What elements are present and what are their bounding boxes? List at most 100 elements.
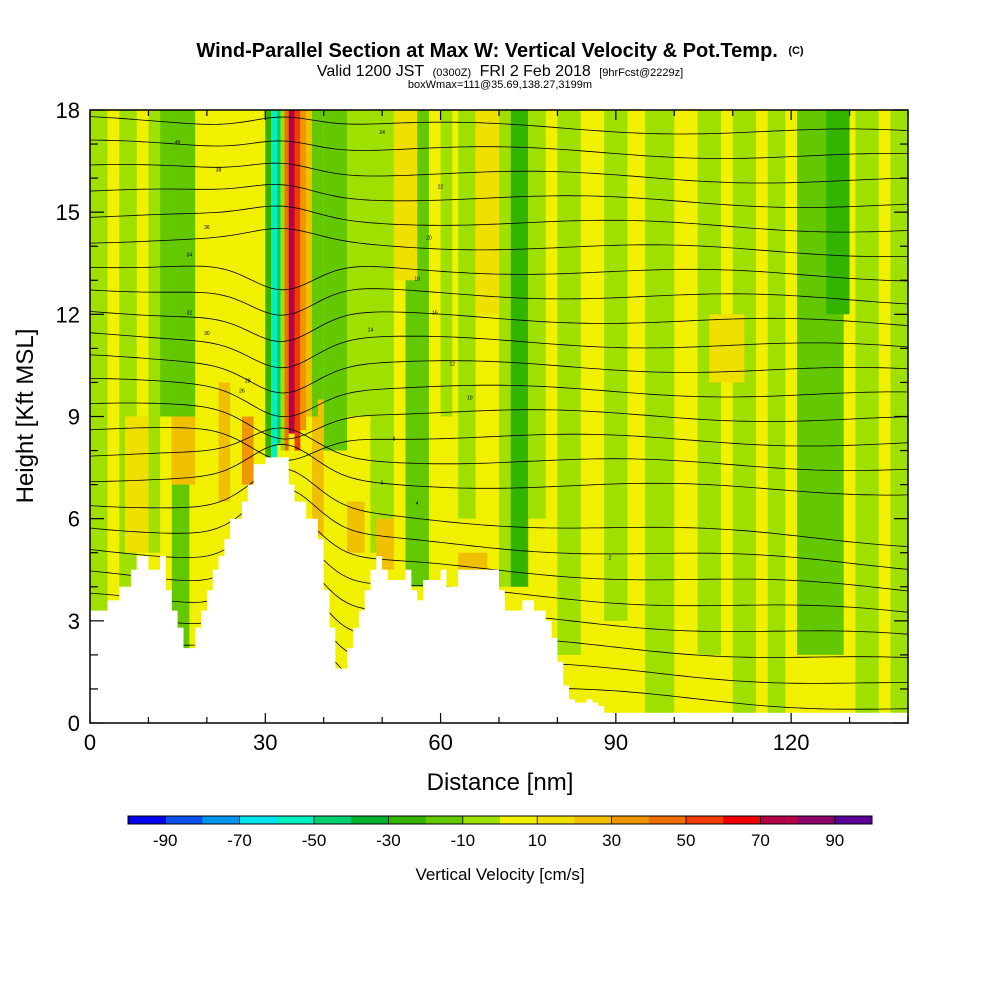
theta-contour: [90, 378, 908, 418]
x-axis-label: Distance [nm]: [427, 769, 574, 796]
theta-contour: [90, 311, 908, 342]
colorbar-swatch: [314, 816, 352, 824]
theta-contour: [90, 427, 908, 461]
colorbar-swatch: [723, 816, 761, 824]
x-tick-label: 90: [604, 730, 628, 755]
x-tick-label: 30: [253, 730, 277, 755]
contour-label: 6: [381, 481, 384, 487]
contour-label: 30: [204, 331, 210, 337]
colorbar-swatch: [611, 816, 650, 824]
velocity-streak: [370, 110, 394, 553]
contour-label: 8: [392, 436, 395, 442]
velocity-streak: [855, 110, 879, 723]
title-copyright: (C): [788, 45, 804, 57]
colorbar-label: 50: [677, 831, 696, 850]
velocity-draft: [218, 382, 231, 502]
velocity-streak: [440, 110, 453, 417]
colorbar-swatch: [500, 816, 538, 824]
velocity-draft: [265, 110, 272, 458]
y-tick-label: 0: [68, 711, 80, 736]
theta-contour: [90, 228, 908, 257]
velocity-streak: [732, 110, 757, 723]
colorbar-swatch: [462, 816, 501, 824]
colorbar-swatch: [165, 816, 203, 824]
contour-label: 36: [204, 225, 210, 231]
x-tick-label: 120: [773, 730, 810, 755]
velocity-streak: [826, 110, 850, 315]
velocity-streak: [528, 110, 546, 519]
colorbar-label: -30: [376, 831, 401, 850]
contour-label: 4: [416, 501, 419, 507]
velocity-draft: [271, 110, 277, 458]
contour-label: 32: [187, 310, 193, 316]
colorbar: -90 -70 -50 -30 -10 10 30 50 70 90: [127, 815, 873, 850]
colorbar-label: 70: [751, 831, 770, 850]
colorbar-border: [127, 815, 873, 825]
theta-contour: [90, 288, 908, 316]
velocity-field: [90, 110, 908, 723]
contour-label: 40: [175, 140, 181, 146]
theta-contour: [90, 332, 908, 369]
terrain-profile: [90, 457, 908, 723]
velocity-streak: [557, 110, 581, 655]
velocity-draft: [300, 110, 307, 431]
theta-contour: [90, 205, 908, 233]
subtitle-utc: (0300Z): [433, 67, 472, 79]
velocity-draft: [288, 110, 295, 434]
colorbar-swatch: [574, 816, 613, 824]
colorbar-swatch: [425, 816, 464, 824]
theta-contour: [90, 184, 908, 209]
velocity-draft: [276, 110, 281, 444]
colorbar-swatch: [760, 816, 799, 824]
colorbar-swatch: [648, 816, 687, 824]
velocity-warm-patch: [125, 416, 149, 553]
colorbar-swatch: [276, 816, 315, 824]
colorbar-swatch: [686, 816, 724, 824]
y-axis-label: Height [Kft MSL]: [12, 329, 39, 504]
colorbar-title: Vertical Velocity [cm/s]: [415, 865, 584, 884]
contour-label: 20: [426, 235, 432, 241]
subtitle-box-info: boxWmax=111@35.69,138.27,3199m: [408, 79, 592, 91]
theta-contour: [90, 427, 908, 472]
velocity-streak: [323, 110, 348, 451]
theta-contour: [90, 265, 908, 291]
colorbar-swatch: [202, 816, 241, 824]
theta-contour: [90, 443, 908, 496]
contour-label: 2: [609, 556, 612, 562]
contour-label: 24: [379, 130, 385, 136]
subtitle-valid: Valid 1200 JST: [317, 63, 425, 80]
theta-contour: [90, 162, 908, 184]
velocity-draft: [280, 110, 285, 451]
colorbar-swatch: [797, 816, 836, 824]
theta-contour: [90, 354, 908, 394]
theta-contour: [90, 139, 908, 159]
colorbar-swatch: [388, 816, 427, 824]
velocity-streak: [347, 110, 371, 417]
contour-label: 12: [449, 361, 455, 367]
contour-label: 34: [187, 252, 193, 258]
colorbar-swatch: [239, 816, 278, 824]
theta-contour: [90, 116, 908, 135]
colorbar-label: 10: [528, 831, 547, 850]
velocity-warm-patch: [171, 416, 196, 485]
colorbar-label: 90: [825, 831, 844, 850]
velocity-streak: [510, 110, 529, 587]
contour-label: 28: [245, 378, 251, 384]
theta-contour: [90, 487, 908, 570]
velocity-warm-patch: [458, 552, 488, 570]
contour-label: 16: [432, 310, 438, 316]
chart-title: Wind-Parallel Section at Max W: Vertical…: [196, 40, 804, 62]
colorbar-label: -90: [153, 831, 178, 850]
y-tick-label: 15: [56, 200, 80, 225]
y-tick-label: 9: [68, 405, 80, 430]
colorbar-label: -10: [451, 831, 476, 850]
contour-label: 22: [438, 184, 444, 190]
contour-label: 18: [414, 276, 420, 282]
contour-label: 14: [368, 327, 374, 333]
velocity-draft: [294, 110, 301, 451]
x-tick-label: 60: [428, 730, 452, 755]
colorbar-label: -70: [227, 831, 252, 850]
